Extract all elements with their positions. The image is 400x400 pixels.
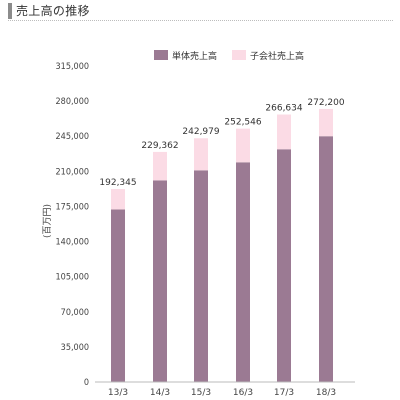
bar-standalone xyxy=(236,162,250,382)
y-axis: 0 35,000 70,000 105,000 140,000 175,000 210,00… xyxy=(56,62,89,388)
y-tick-label: 35,000 xyxy=(61,343,89,353)
legend-swatch-subsidiary xyxy=(232,50,246,60)
y-axis-unit-label: (百万円) xyxy=(42,204,53,238)
x-axis: 13/3 14/3 15/3 16/3 17/3 18/3 xyxy=(108,388,336,398)
y-tick-label: 0 xyxy=(84,378,89,388)
bars xyxy=(111,108,333,382)
bar-subsidiary xyxy=(277,114,291,150)
chart-header: 売上高の推移 xyxy=(8,2,90,19)
total-labels: 192,345 229,362 242,979 252,546 266,634 272,2… xyxy=(99,98,344,188)
bar-standalone xyxy=(153,180,167,382)
bar-subsidiary xyxy=(194,138,208,171)
x-tick-label: 13/3 xyxy=(108,388,128,398)
bar-standalone xyxy=(194,170,208,382)
x-tick-label: 14/3 xyxy=(150,388,170,398)
bar-subsidiary xyxy=(319,108,333,137)
x-tick-label: 15/3 xyxy=(191,388,211,398)
x-tick-label: 17/3 xyxy=(274,388,294,398)
bar-subsidiary xyxy=(236,128,250,163)
legend-label-subsidiary: 子会社売上高 xyxy=(250,50,304,62)
y-tick-label: 280,000 xyxy=(56,97,89,107)
total-label: 266,634 xyxy=(265,104,302,114)
total-label: 242,979 xyxy=(182,127,219,137)
title-marker xyxy=(8,2,12,19)
bar-standalone xyxy=(111,209,125,382)
x-tick-label: 16/3 xyxy=(233,388,253,398)
y-tick-label: 210,000 xyxy=(56,167,89,177)
x-tick-label: 18/3 xyxy=(316,388,336,398)
y-tick-label: 105,000 xyxy=(56,273,89,283)
y-tick-label: 315,000 xyxy=(56,62,89,72)
total-label: 192,345 xyxy=(99,178,136,188)
bar-standalone xyxy=(277,149,291,382)
total-label: 272,200 xyxy=(307,98,344,108)
bar-subsidiary xyxy=(153,151,167,181)
legend-label-standalone: 単体売上高 xyxy=(172,50,217,62)
legend: 単体売上高 子会社売上高 xyxy=(154,50,304,62)
y-tick-label: 175,000 xyxy=(56,202,89,212)
page-title: 売上高の推移 xyxy=(16,4,90,18)
title-divider xyxy=(8,20,393,21)
y-tick-label: 70,000 xyxy=(61,308,89,318)
bar-subsidiary xyxy=(111,189,125,210)
bar-standalone xyxy=(319,136,333,382)
y-tick-label: 140,000 xyxy=(56,238,89,248)
y-tick-label: 245,000 xyxy=(56,132,89,142)
total-label: 229,362 xyxy=(141,141,178,151)
total-label: 252,546 xyxy=(224,118,261,128)
legend-swatch-standalone xyxy=(154,50,168,60)
